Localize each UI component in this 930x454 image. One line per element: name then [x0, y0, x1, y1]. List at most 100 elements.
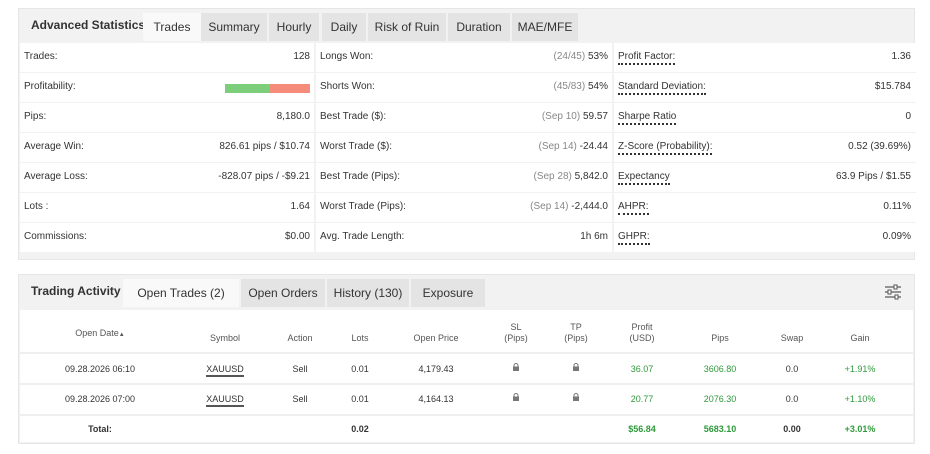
stat-label[interactable]: Z-Score (Probability):	[618, 141, 713, 155]
col-open-price[interactable]: Open Price	[413, 333, 459, 343]
stat-label: Best Trade ($):	[320, 111, 387, 122]
stats-body: Trades: 128 Profitability: Pips: 8,180.0…	[20, 43, 915, 259]
stat-label[interactable]: Expectancy	[618, 171, 670, 185]
col-symbol[interactable]: Symbol	[209, 333, 240, 343]
stat-label[interactable]: AHPR:	[618, 201, 649, 215]
stat-value: 1.64	[290, 201, 310, 212]
tab-history[interactable]: History (130)	[327, 279, 409, 307]
stat-best-trade-pips: Best Trade (Pips): (Sep 28) 5,842.0	[316, 163, 612, 192]
stat-expectancy[interactable]: Expectancy 63.9 Pips / $1.55	[614, 163, 915, 192]
stat-label: Avg. Trade Length:	[320, 231, 405, 242]
tab-exposure[interactable]: Exposure	[411, 279, 485, 307]
stat-value: -24.44	[579, 141, 608, 152]
stat-value: 0.11%	[883, 201, 911, 212]
profitability-loss-segment	[270, 84, 310, 93]
stat-value: 54%	[587, 81, 608, 92]
stat-label[interactable]: Sharpe Ratio	[618, 111, 677, 125]
lots: 0.01	[351, 394, 369, 404]
col-gain[interactable]: Gain	[850, 333, 870, 343]
col-action[interactable]: Action	[287, 333, 313, 343]
gain: +1.91%	[844, 364, 876, 374]
total-gain: +3.01%	[844, 424, 876, 434]
table-row[interactable]: 09.28.2026 07:00 XAUUSD Sell 0.01 4,164.…	[20, 385, 913, 414]
lock-icon	[573, 393, 579, 401]
stat-label[interactable]: GHPR:	[618, 231, 650, 245]
stat-value: 0.09%	[882, 231, 911, 242]
open-date: 09.28.2026 07:00	[64, 394, 136, 404]
tab-open-trades[interactable]: Open Trades (2)	[123, 279, 239, 307]
lock-icon	[513, 393, 519, 401]
stat-value: 128	[293, 51, 310, 62]
stat-pips: Pips: 8,180.0	[20, 103, 314, 132]
stats-column-3: Profit Factor: 1.36 Standard Deviation: …	[614, 43, 915, 259]
stat-value: $15.784	[874, 81, 911, 92]
stat-date: (Sep 10)	[541, 111, 581, 122]
stats-column-2: Longs Won: (24/45) 53% Shorts Won: (45/8…	[316, 43, 612, 259]
stat-worst-trade-usd: Worst Trade ($): (Sep 14) -24.44	[316, 133, 612, 162]
stat-label[interactable]: Standard Deviation:	[618, 81, 706, 95]
symbol-text[interactable]: XAUUSD	[206, 394, 244, 407]
stat-ghpr[interactable]: GHPR: 0.09%	[614, 223, 915, 252]
col-open-date[interactable]: Open Date▲	[50, 328, 150, 341]
stat-trades: Trades: 128	[20, 43, 314, 72]
action: Sell	[292, 394, 308, 404]
col-pips[interactable]: Pips	[711, 333, 729, 343]
stat-lots: Lots : 1.64	[20, 193, 314, 222]
activity-tabbar: Trading Activity Open Trades (2) Open Or…	[19, 275, 914, 308]
symbol-link[interactable]: XAUUSD	[200, 394, 250, 407]
table-row[interactable]: 09.28.2026 06:10 XAUUSD Sell 0.01 4,179.…	[20, 354, 913, 383]
lots: 0.01	[351, 364, 369, 374]
stat-label: Pips:	[24, 111, 47, 122]
stat-standard-deviation[interactable]: Standard Deviation: $15.784	[614, 73, 915, 102]
tab-hourly[interactable]: Hourly	[269, 13, 319, 41]
total-pips: 5683.10	[703, 424, 737, 434]
tab-daily[interactable]: Daily	[322, 13, 366, 41]
table-header: Open Date▲ Symbol Action Lots Open Price…	[20, 320, 913, 350]
tab-risk-of-ruin[interactable]: Risk of Ruin	[368, 13, 446, 41]
total-label: Total:	[88, 424, 112, 434]
stat-value: 5,842.0	[574, 171, 608, 182]
stat-value: -2,444.0	[571, 201, 608, 212]
col-tp[interactable]: TP (Pips)	[564, 322, 588, 343]
swap: 0.0	[785, 394, 799, 404]
col-sl[interactable]: SL (Pips)	[504, 322, 528, 343]
sliders-icon[interactable]	[884, 284, 902, 300]
stat-best-trade-usd: Best Trade ($): (Sep 10) 59.57	[316, 103, 612, 132]
stat-value: 1.36	[891, 51, 911, 62]
tab-summary[interactable]: Summary	[201, 13, 267, 41]
stat-label: Worst Trade ($):	[320, 141, 393, 152]
col-lots[interactable]: Lots	[351, 333, 369, 343]
stat-label: Average Loss:	[24, 171, 88, 182]
stat-profit-factor[interactable]: Profit Factor: 1.36	[614, 43, 915, 72]
lock-icon	[573, 363, 579, 371]
symbol-link[interactable]: XAUUSD	[200, 364, 250, 377]
stat-label: Profitability:	[24, 81, 76, 92]
symbol-text[interactable]: XAUUSD	[206, 364, 244, 377]
stat-ahpr[interactable]: AHPR: 0.11%	[614, 193, 915, 222]
stat-shorts-won: Shorts Won: (45/83) 54%	[316, 73, 612, 102]
stat-z-score[interactable]: Z-Score (Probability): 0.52 (39.69%)	[614, 133, 915, 162]
lock-icon	[513, 363, 519, 371]
gain: +1.10%	[844, 394, 876, 404]
stat-avg-trade-length: Avg. Trade Length: 1h 6m	[316, 223, 612, 252]
stat-profitability: Profitability:	[20, 73, 314, 102]
tab-mae-mfe[interactable]: MAE/MFE	[512, 13, 578, 41]
profitability-bar	[225, 84, 310, 93]
col-swap[interactable]: Swap	[780, 333, 804, 343]
stat-value: 59.57	[582, 111, 608, 122]
stat-sharpe-ratio[interactable]: Sharpe Ratio 0	[614, 103, 915, 132]
stat-longs-won: Longs Won: (24/45) 53%	[316, 43, 612, 72]
sl-lock	[496, 393, 536, 403]
stat-label: Commissions:	[24, 231, 87, 242]
stat-value: 0.52 (39.69%)	[848, 141, 911, 152]
stats-column-1: Trades: 128 Profitability: Pips: 8,180.0…	[20, 43, 314, 259]
tab-trades[interactable]: Trades	[143, 13, 201, 41]
divider	[20, 414, 913, 416]
stat-label[interactable]: Profit Factor:	[618, 51, 676, 65]
tab-duration[interactable]: Duration	[448, 13, 510, 41]
pips: 2076.30	[703, 394, 737, 404]
col-profit[interactable]: Profit (USD)	[629, 322, 655, 343]
pips: 3606.80	[703, 364, 737, 374]
tab-open-orders[interactable]: Open Orders	[241, 279, 325, 307]
panel-title: Advanced Statistics	[31, 18, 146, 32]
